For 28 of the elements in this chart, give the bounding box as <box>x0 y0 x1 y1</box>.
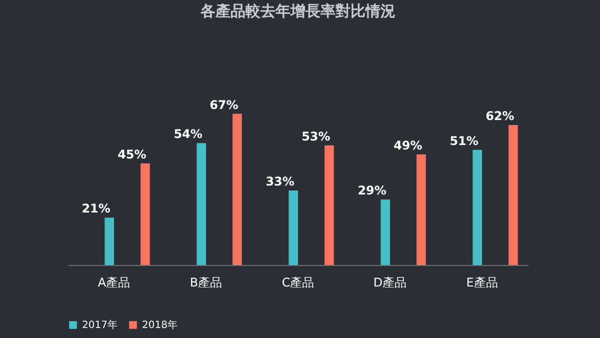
bar <box>196 143 206 265</box>
bar <box>104 218 114 265</box>
x-tick-label: D產品 <box>373 276 407 290</box>
bar <box>380 200 390 265</box>
x-tick-label: A產品 <box>98 276 130 290</box>
data-label: 45% <box>118 147 146 162</box>
bar <box>472 150 482 265</box>
bar <box>508 125 518 265</box>
x-tick-label: C產品 <box>282 276 314 290</box>
data-label: 62% <box>486 109 514 124</box>
x-tick-label: B產品 <box>190 276 222 290</box>
bar <box>324 145 334 265</box>
data-label: 49% <box>394 138 422 152</box>
data-label: 54% <box>174 127 202 142</box>
data-label: 33% <box>266 174 294 189</box>
chart-title: 各產品較去年增長率對比情況 <box>200 2 396 20</box>
bar <box>140 163 150 265</box>
legend-label: 2018年 <box>142 319 178 331</box>
bar <box>288 190 298 265</box>
data-label: 21% <box>82 202 110 216</box>
data-label: 53% <box>302 129 330 144</box>
legend-label: 2017年 <box>82 319 118 331</box>
data-label: 51% <box>450 134 478 148</box>
bar <box>232 114 242 265</box>
x-tick-label: E產品 <box>466 276 498 290</box>
data-label: 29% <box>358 184 386 198</box>
bar <box>416 154 426 265</box>
data-label: 67% <box>210 98 238 112</box>
